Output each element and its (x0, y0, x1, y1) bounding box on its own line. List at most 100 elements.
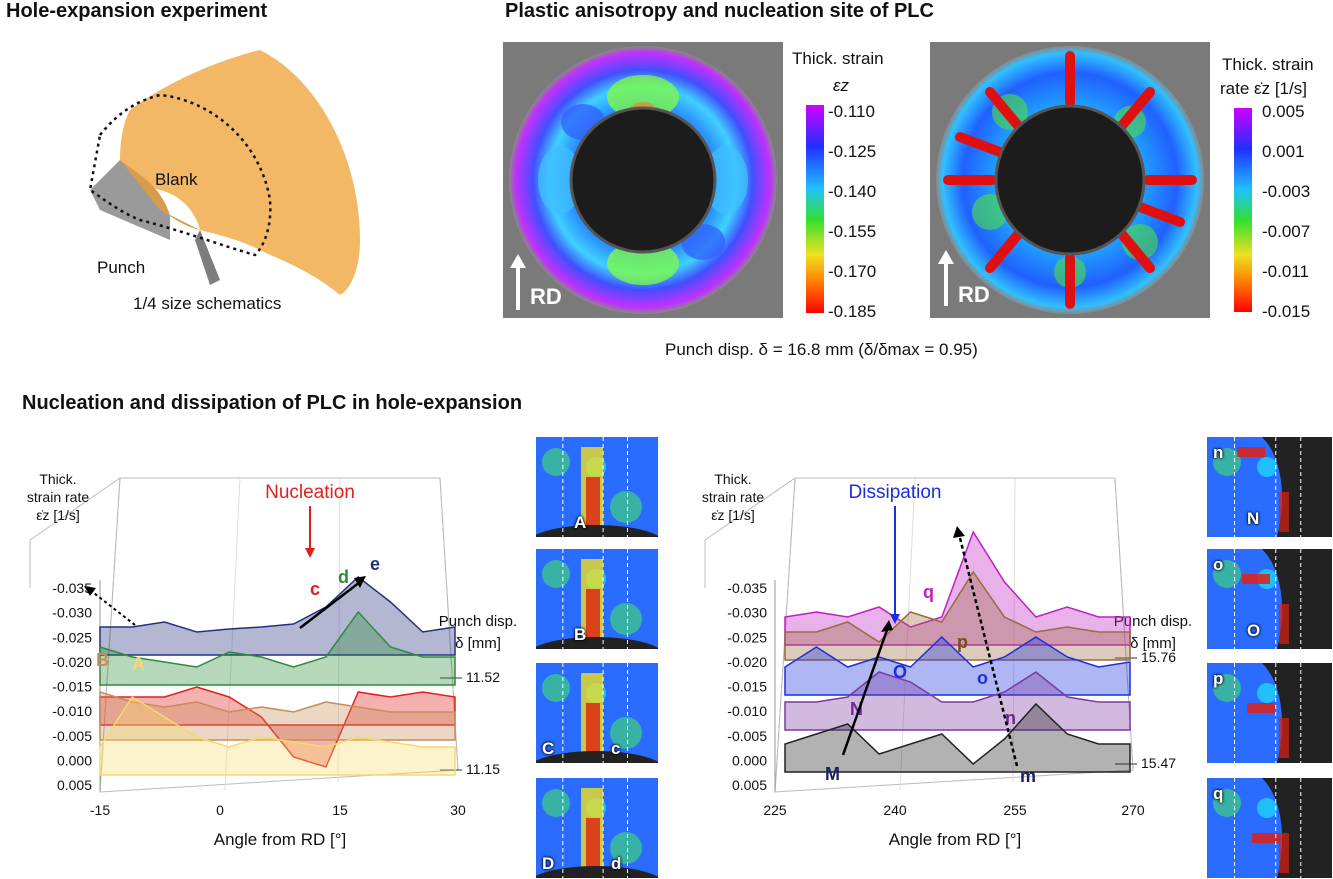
x-axis-label: Angle from RD [°] (214, 830, 346, 849)
punch-shape (90, 160, 170, 240)
tile-tag: c (611, 739, 621, 758)
curve-label-q: q (923, 582, 934, 602)
colorbar-tick: 0.005 (1262, 102, 1305, 121)
z-axis-label: Punch disp. (1114, 613, 1192, 630)
dissipation-arrowhead (890, 614, 900, 624)
ylabel: strain rate (27, 489, 89, 505)
series-ribbon (99, 576, 456, 656)
dotted-arrow (957, 533, 1019, 767)
rd-label-map1: RD (530, 284, 562, 309)
series-ribbon (784, 671, 1131, 731)
tile-tag: D (542, 854, 555, 873)
series-ribbon (99, 686, 456, 768)
z-axis-label: Punch disp. (439, 613, 517, 630)
colorbar2-title-2: rate ε̇z [1/s] (1220, 79, 1307, 98)
curve-label-p: p (957, 632, 968, 652)
gridline (899, 477, 916, 791)
colorbar1-title-1: Thick. strain (792, 49, 884, 68)
y-tick-label: -0.005 (52, 728, 92, 744)
panel-b-title: Plastic anisotropy and nucleation site o… (505, 0, 934, 22)
dissipation-plot: -0.035 -0.030 -0.025 -0.020 -0.015 -0.010 -0.0… (702, 471, 1192, 849)
tile-tag: O (1247, 621, 1261, 640)
hole-expansion-schematic (88, 50, 360, 295)
colorbar-tick: 0.001 (1262, 142, 1305, 161)
y-tick-label: -0.020 (727, 654, 767, 670)
curve-label-n: n (1005, 708, 1016, 728)
colorbar2 (1234, 108, 1252, 312)
dotted-arrowhead (953, 526, 965, 538)
nucleation-arrowhead (305, 548, 315, 558)
y-tick-label: -0.010 (52, 703, 92, 719)
tile-tag: n (1213, 443, 1224, 462)
blank-shape (120, 50, 360, 295)
colorbar2-title-1: Thick. strain (1222, 55, 1314, 74)
dic-tile: A (536, 437, 658, 537)
trend-arrowhead (354, 576, 366, 588)
dic-tile: q (1207, 778, 1332, 878)
series-ribbon (784, 570, 1131, 661)
tile-tag: o (1213, 555, 1224, 574)
plot-frame-edge (29, 477, 121, 541)
colorbar1 (806, 105, 824, 313)
schematic-caption: 1/4 size schematics (133, 294, 282, 313)
dotted-outline (88, 93, 272, 257)
colorbar-tick: -0.011 (1262, 262, 1309, 281)
panel-a-title: Hole-expansion experiment (6, 0, 268, 22)
tile-tag: d (611, 854, 622, 873)
colorbar-tick: -0.125 (828, 142, 877, 161)
series-ribbon (784, 702, 1131, 773)
y-tick-label: -0.030 (727, 605, 767, 621)
trend-arrow (841, 629, 889, 756)
rd-arrow-icon (510, 254, 526, 310)
y-tick-label: -0.035 (52, 580, 92, 596)
ylabel: ε̇z [1/s] (711, 507, 755, 523)
x-tick-label: 255 (1003, 802, 1027, 818)
colorbar-tick: -0.015 (1262, 302, 1311, 321)
rd-arrow-icon (938, 250, 954, 306)
x-tick-label: 15 (332, 802, 348, 818)
y-tick-label: -0.020 (52, 654, 92, 670)
blank-label: Blank (155, 170, 198, 189)
ylabel: ε̇z [1/s] (36, 507, 80, 523)
nucleation-plot: -0.035 -0.030 -0.025 -0.020 -0.015 -0.010 -0.0… (27, 471, 517, 849)
tile-tag: p (1213, 669, 1224, 688)
x-tick-label: 30 (450, 802, 466, 818)
plot-frame-edge (704, 477, 796, 541)
series-ribbon (784, 635, 1131, 696)
dotted-arrowhead (84, 586, 96, 596)
curve-label-m: m (1020, 766, 1036, 786)
dic-map-thickness-strain (503, 42, 783, 318)
y-tick-label: 0.000 (732, 752, 767, 768)
colorbar-tick: -0.003 (1262, 182, 1311, 201)
z-axis-label: δ [mm] (455, 635, 501, 652)
series-ribbon (99, 610, 456, 686)
colorbar2-ticks: 0.005 0.001 -0.003 -0.007 -0.011 -0.015 (1262, 102, 1332, 321)
dic-map-strain-rate (930, 42, 1210, 318)
curve-label-M: M (825, 764, 840, 784)
y-tick-label: -0.015 (52, 679, 92, 695)
x-tick-label: 225 (763, 802, 787, 818)
punch-displacement-caption: Punch disp. δ = 16.8 mm (δ/δmax = 0.95) (665, 340, 978, 359)
y-tick-label: 0.005 (57, 777, 92, 793)
y-tick-label: -0.025 (52, 629, 92, 645)
gridline (1012, 477, 1016, 783)
ylabel: strain rate (702, 489, 764, 505)
series-ribbon (99, 695, 456, 776)
colorbar-tick: -0.110 (828, 102, 875, 121)
tile-tag: A (574, 513, 587, 532)
y-tick-label: -0.025 (727, 629, 767, 645)
y-tick-label: -0.005 (727, 728, 767, 744)
z-top-label: 11.52 (466, 669, 500, 685)
gridline (337, 477, 341, 783)
curve-label-c: c (310, 579, 320, 599)
tile-tag: q (1213, 784, 1224, 803)
dic-tile: p (1207, 663, 1332, 763)
rd-label-map2: RD (958, 282, 990, 307)
z-bottom-label: 15.47 (1141, 755, 1176, 771)
ylabel: Thick. (39, 471, 76, 487)
colorbar-tick: -0.170 (828, 262, 877, 281)
curve-label-d: d (338, 567, 349, 587)
